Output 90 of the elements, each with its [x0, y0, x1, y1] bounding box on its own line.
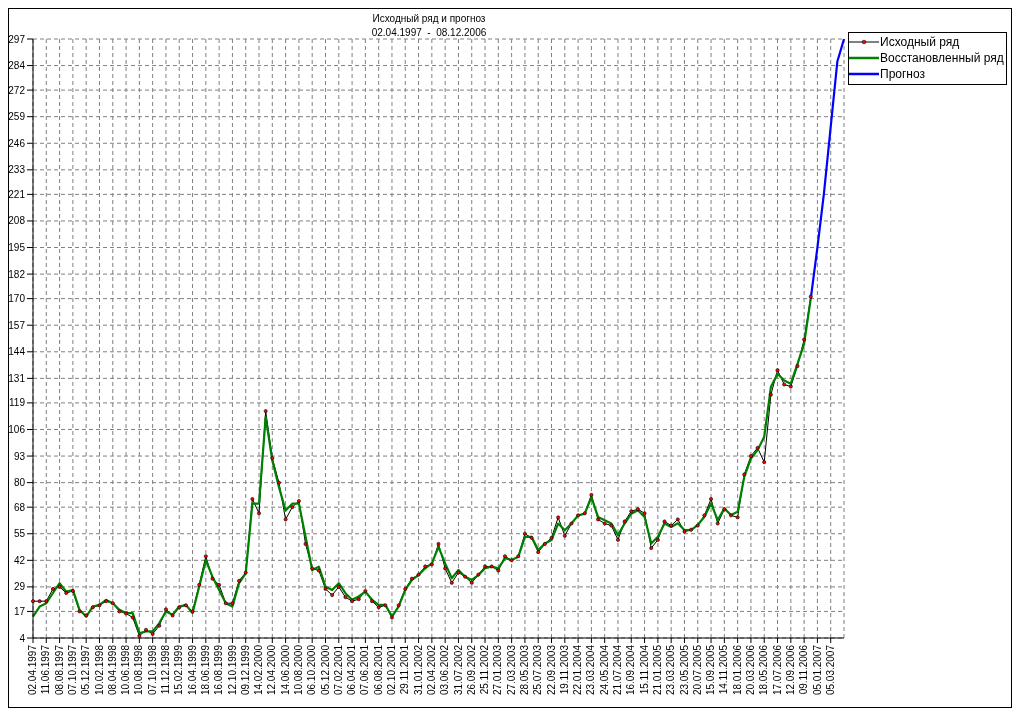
y-tick-label: 195: [8, 242, 26, 254]
x-tick-label: 03.06.2002: [439, 644, 451, 696]
x-tick-label: 31.07.2002: [452, 644, 464, 696]
x-tick-label: 09.12.1999: [239, 644, 251, 696]
x-tick-label: 05.12.1997: [80, 644, 92, 696]
x-tick-label: 15.11.2004: [638, 644, 650, 695]
x-tick-label: 06.08.2001: [372, 644, 384, 696]
chart-title: Исходный ряд и прогноз: [371, 12, 487, 26]
x-tick-label: 27.01.2003: [492, 644, 504, 696]
x-tick-label: 14.11.2005: [718, 644, 730, 695]
x-tick-label: 22.09.2003: [545, 644, 557, 696]
x-tick-label: 05.12.2000: [319, 644, 331, 696]
x-tick-label: 11.06.1997: [40, 644, 52, 695]
x-tick-label: 05.03.2007: [824, 644, 836, 696]
y-tick-label: 131: [8, 372, 26, 384]
x-tick-label: 22.01.2004: [572, 644, 584, 696]
x-tick-label: 07.02.2001: [332, 644, 344, 696]
y-tick-label: 246: [8, 137, 26, 149]
x-tick-label: 23.03.2005: [665, 644, 677, 696]
legend-label: Прогноз: [880, 66, 926, 82]
y-tick-label: 42: [13, 554, 26, 566]
x-tick-label: 21.07.2004: [612, 644, 624, 696]
x-tick-label: 14.06.2000: [279, 644, 291, 696]
x-tick-label: 26.09.2002: [465, 644, 477, 696]
y-tick-label: 4: [19, 632, 26, 644]
x-tick-label: 02.10.2001: [386, 644, 398, 696]
y-tick-label: 68: [13, 501, 26, 513]
x-tick-label: 18.05.2006: [758, 644, 770, 696]
chart-subtitle: 02.04.1997 - 08.12.2006: [371, 27, 487, 38]
x-tick-label: 02.04.2002: [425, 644, 437, 696]
x-tick-label: 18.06.1999: [199, 644, 211, 696]
y-tick-label: 29: [13, 581, 26, 593]
x-tick-label: 15.02.1999: [173, 644, 185, 696]
x-tick-label: 15.09.2005: [705, 644, 717, 696]
y-tick-label: 182: [8, 268, 26, 280]
y-tick-label: 272: [8, 84, 26, 96]
x-tick-label: 10.02.1998: [93, 644, 105, 696]
legend-label: Восстановленный ряд: [880, 50, 1004, 66]
x-tick-label: 19.11.2003: [558, 644, 570, 695]
y-tick-label: 284: [8, 60, 26, 72]
x-tick-label: 10.08.2000: [293, 644, 304, 696]
y-tick-label: 17: [13, 605, 26, 617]
x-tick-label: 08.08.1997: [53, 644, 65, 696]
x-tick-label: 11.12.1998: [160, 644, 172, 695]
x-tick-label: 10.06.1998: [120, 644, 132, 696]
x-tick-label: 25.11.2002: [479, 644, 491, 695]
x-tick-label: 12.10.1999: [226, 644, 238, 696]
y-tick-label: 80: [13, 477, 26, 489]
x-tick-label: 07.10.1998: [146, 644, 158, 696]
x-tick-label: 17.07.2006: [771, 644, 783, 696]
x-tick-label: 06.10.2000: [306, 644, 318, 696]
x-tick-label: 06.04.2001: [346, 644, 358, 696]
x-tick-label: 12.04.2000: [266, 644, 278, 696]
y-tick-label: 55: [13, 528, 26, 540]
x-tick-label: 23.03.2004: [585, 644, 597, 696]
x-tick-label: 16.08.1999: [213, 644, 225, 696]
x-tick-label: 20.03.2006: [745, 644, 757, 696]
x-tick-label: 05.01.2007: [811, 644, 823, 696]
x-tick-label: 12.09.2006: [784, 644, 796, 696]
x-tick-label: 18.01.2006: [731, 644, 743, 696]
y-tick-label: 297: [8, 33, 26, 45]
x-tick-label: 28.05.2003: [519, 644, 531, 696]
x-tick-label: 16.09.2004: [625, 644, 637, 696]
x-tick-label: 14.02.2000: [253, 644, 265, 696]
x-tick-label: 08.04.1998: [106, 644, 118, 696]
x-tick-label: 02.04.1997: [27, 644, 39, 696]
y-tick-label: 93: [13, 450, 26, 462]
y-tick-label: 106: [8, 424, 26, 436]
y-tick-label: 221: [8, 188, 26, 200]
x-tick-label: 31.01.2002: [412, 644, 424, 696]
y-tick-label: 119: [9, 397, 26, 409]
x-tick-label: 07.06.2001: [359, 644, 371, 696]
x-tick-label: 10.08.1998: [133, 644, 145, 696]
y-tick-label: 259: [8, 111, 26, 123]
y-tick-label: 208: [8, 215, 26, 227]
legend-label: Исходный ряд: [880, 34, 960, 50]
y-tick-label: 144: [8, 346, 26, 358]
x-tick-label: 29.11.2001: [399, 644, 411, 695]
x-tick-label: 23.05.2005: [678, 644, 690, 696]
x-tick-label: 07.10.1997: [66, 644, 78, 696]
x-tick-label: 16.04.1999: [186, 644, 198, 696]
y-tick-label: 157: [8, 319, 26, 331]
x-tick-label: 20.07.2005: [691, 644, 703, 696]
x-tick-label: 27.03.2003: [505, 644, 517, 696]
x-tick-label: 09.11.2006: [798, 644, 810, 695]
x-tick-label: 24.05.2004: [598, 644, 610, 696]
x-tick-label: 21.01.2005: [651, 644, 663, 696]
y-tick-label: 170: [8, 293, 26, 305]
x-tick-label: 25.07.2003: [532, 644, 544, 696]
y-tick-label: 233: [8, 164, 26, 176]
